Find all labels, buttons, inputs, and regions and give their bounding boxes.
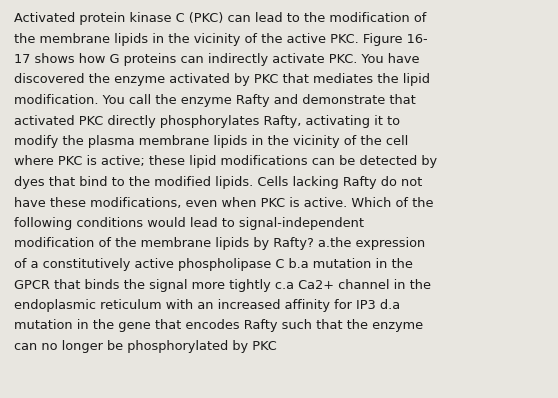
Text: discovered the enzyme activated by PKC that mediates the lipid: discovered the enzyme activated by PKC t… xyxy=(14,74,430,86)
Text: GPCR that binds the signal more tightly ​c.​a Ca2+ channel in the: GPCR that binds the signal more tightly … xyxy=(14,279,431,291)
Text: endoplasmic reticulum with an increased affinity for IP3 ​d.​a: endoplasmic reticulum with an increased … xyxy=(14,299,400,312)
Text: where PKC is active; these lipid modifications can be detected by: where PKC is active; these lipid modific… xyxy=(14,156,437,168)
Text: 17 shows how G proteins can indirectly activate PKC. You have: 17 shows how G proteins can indirectly a… xyxy=(14,53,420,66)
Text: can no longer be phosphorylated by PKC: can no longer be phosphorylated by PKC xyxy=(14,340,277,353)
Text: modify the plasma membrane lipids in the vicinity of the cell: modify the plasma membrane lipids in the… xyxy=(14,135,408,148)
Text: dyes that bind to the modified lipids. Cells lacking Rafty do not: dyes that bind to the modified lipids. C… xyxy=(14,176,422,189)
Text: modification of the membrane lipids by Rafty? ​a.​the expression: modification of the membrane lipids by R… xyxy=(14,238,425,250)
Text: mutation in the gene that encodes Rafty such that the enzyme: mutation in the gene that encodes Rafty … xyxy=(14,320,423,332)
Text: of a constitutively active phospholipase C ​b.​a mutation in the: of a constitutively active phospholipase… xyxy=(14,258,413,271)
Text: Activated protein kinase C (PKC) can lead to the modification of: Activated protein kinase C (PKC) can lea… xyxy=(14,12,426,25)
Text: the membrane lipids in the vicinity of the active PKC. Figure 16-: the membrane lipids in the vicinity of t… xyxy=(14,33,427,45)
Text: modification. You call the enzyme Rafty and demonstrate that: modification. You call the enzyme Rafty … xyxy=(14,94,416,107)
Text: following conditions would lead to signal-independent: following conditions would lead to signa… xyxy=(14,217,364,230)
Text: activated PKC directly phosphorylates Rafty, activating it to: activated PKC directly phosphorylates Ra… xyxy=(14,115,400,127)
Text: have these modifications, even when PKC is active. Which of the: have these modifications, even when PKC … xyxy=(14,197,434,209)
